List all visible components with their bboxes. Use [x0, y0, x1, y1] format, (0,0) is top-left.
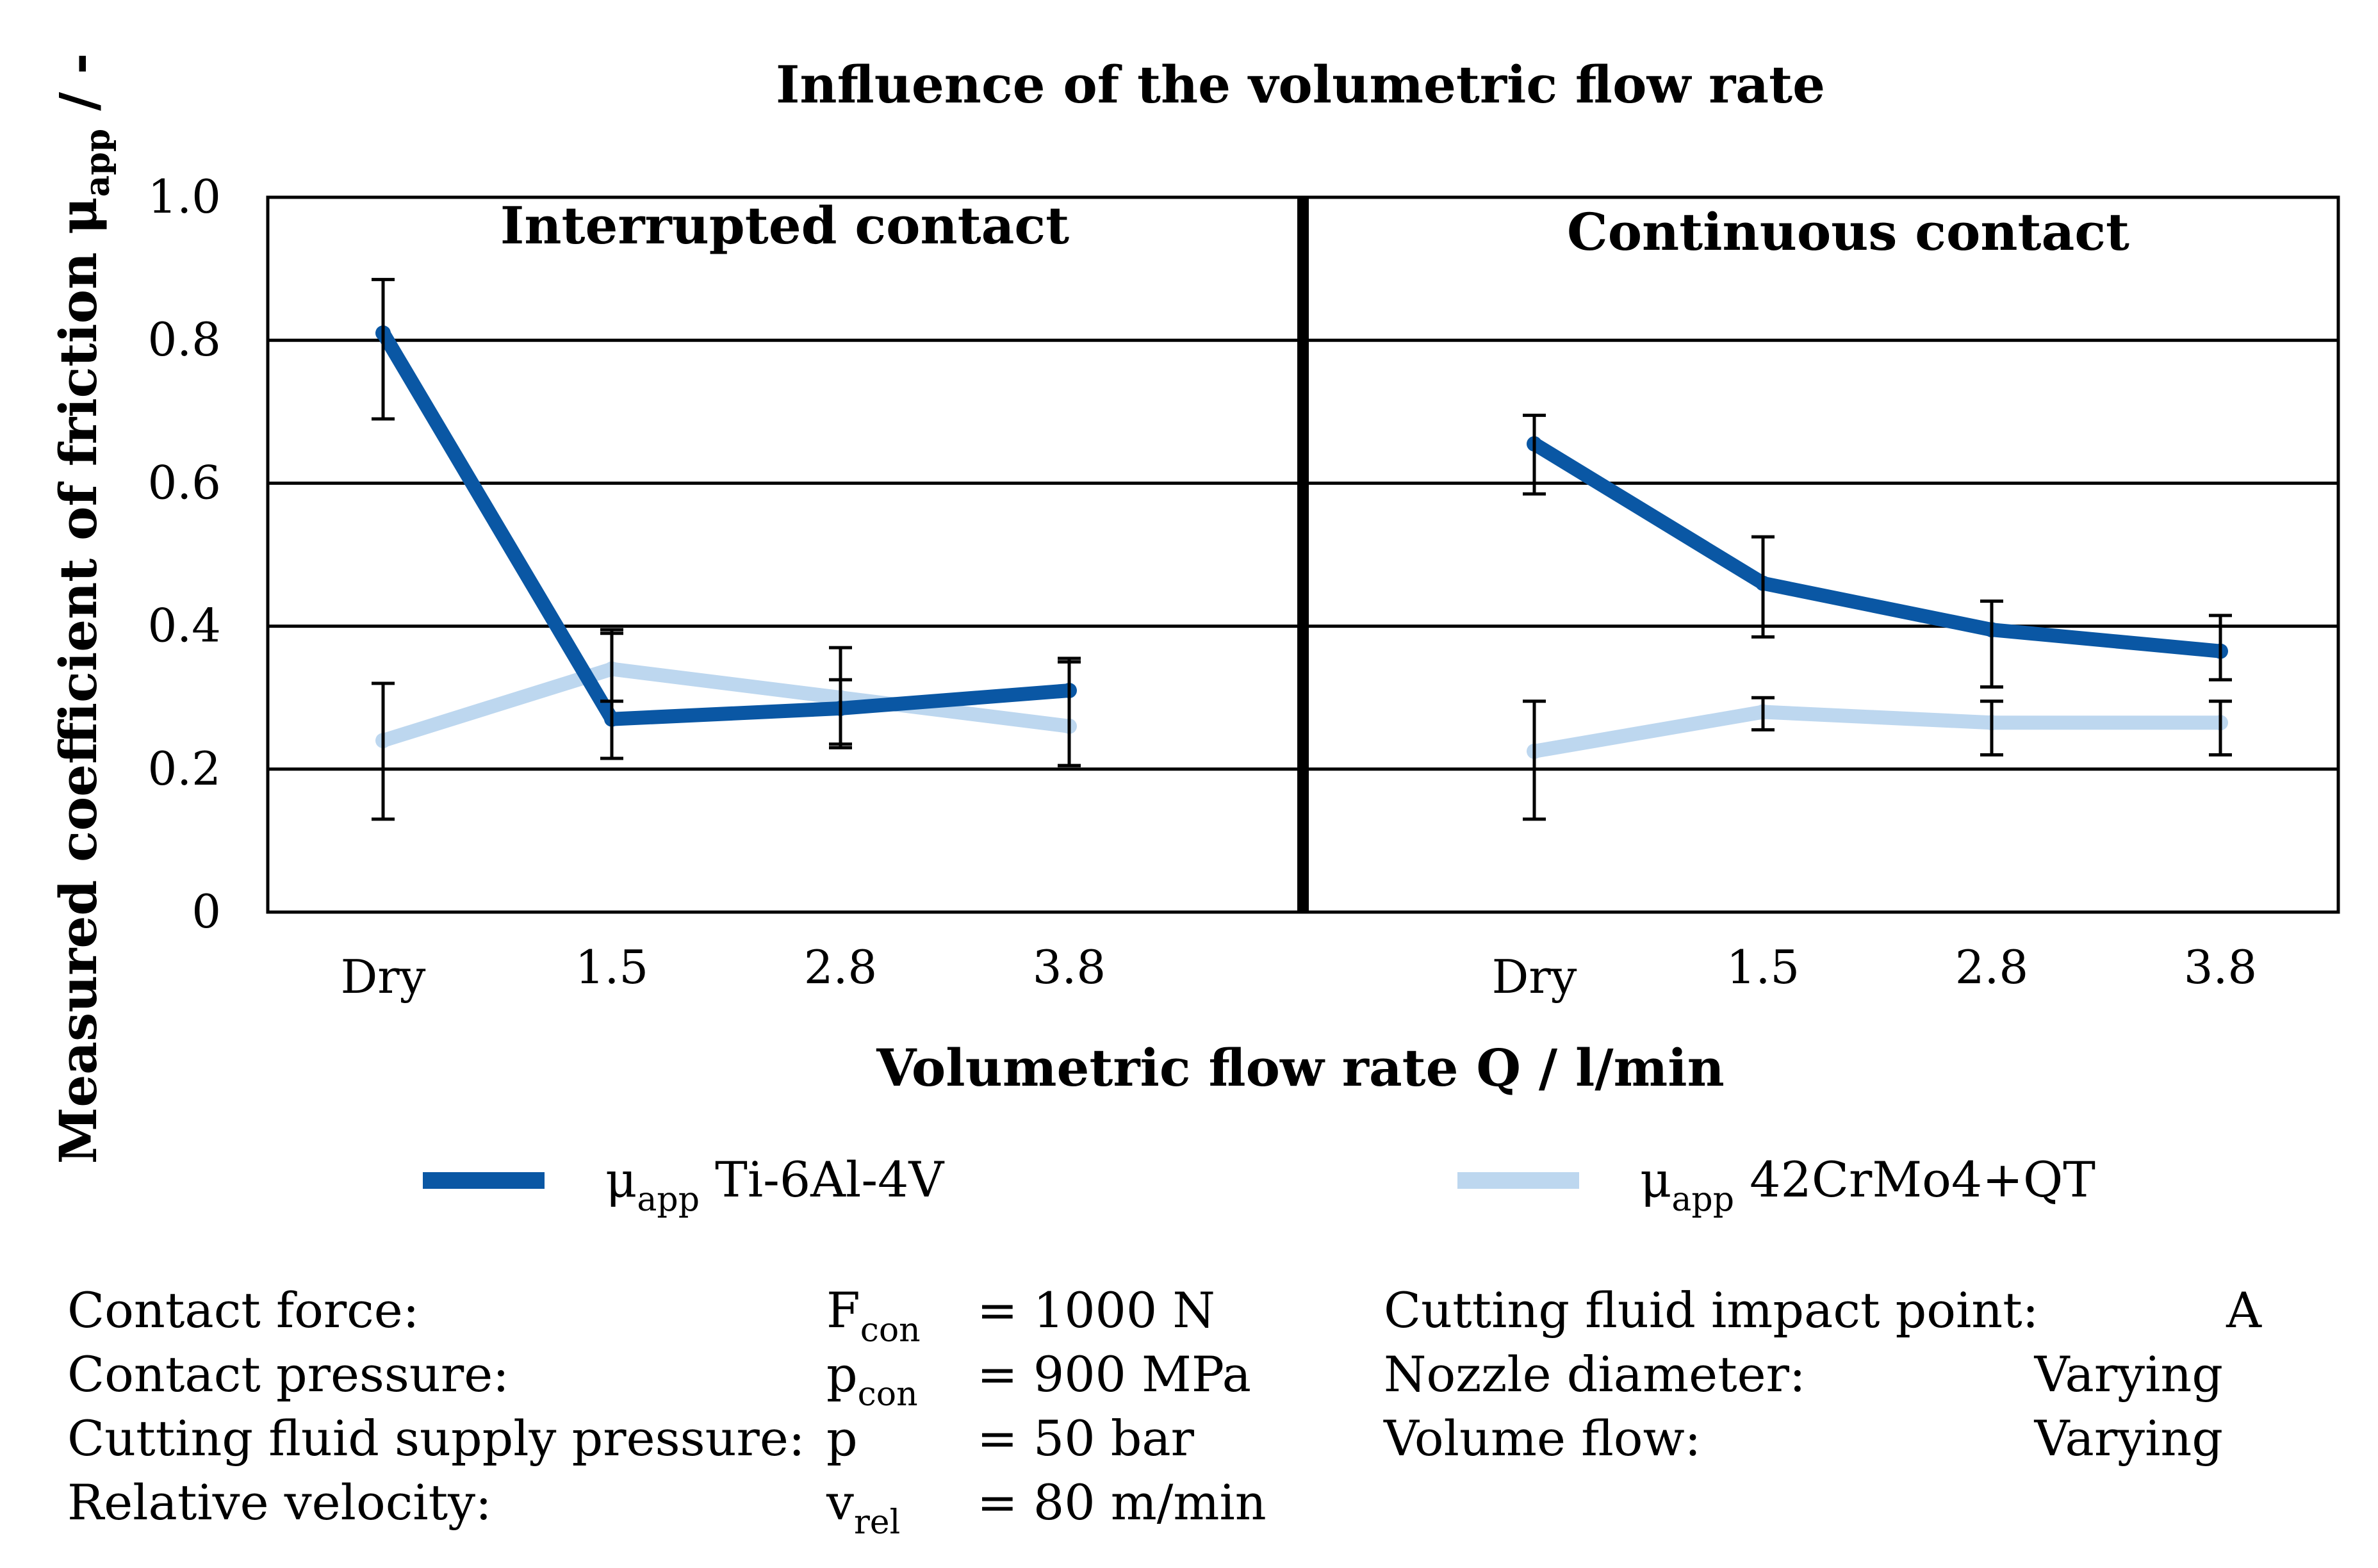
series-line	[376, 662, 1076, 748]
x-tick-label: 3.8	[2184, 940, 2258, 994]
param-label: Contact force:	[67, 1282, 419, 1339]
y-tick-label: 0.6	[147, 455, 221, 509]
panel-title-interrupted: Interrupted contact	[500, 195, 1069, 256]
parameters: Contact force: Fcon = 1000 N Contact pre…	[67, 1282, 2262, 1542]
param-symbol: Fcon	[826, 1282, 921, 1350]
x-tick-label: 1.5	[575, 940, 649, 994]
param-label: Nozzle diameter:	[1384, 1346, 1806, 1403]
legend-label-ti: μapp Ti-6Al-4V	[605, 1151, 944, 1219]
x-tick-label: 2.8	[1955, 940, 2029, 994]
y-tick-label: 0.8	[147, 313, 221, 366]
series-line	[376, 326, 1076, 726]
param-label: Contact pressure:	[67, 1346, 509, 1403]
series-line	[1527, 705, 2227, 758]
x-tick-labels: Dry 1.5 2.8 3.8 Dry 1.5 2.8 3.8	[341, 940, 2258, 1004]
legend-label-crmo: μapp 42CrMo4+QT	[1640, 1151, 2095, 1219]
param-symbol: p	[826, 1410, 858, 1467]
x-tick-label: 2.8	[804, 940, 878, 994]
param-symbol: vrel	[826, 1474, 900, 1542]
y-axis-label-suffix: / -	[48, 53, 108, 129]
y-axis-label-sub: app	[78, 129, 117, 197]
series-line	[1527, 437, 2227, 658]
y-tick-label: 0.2	[147, 742, 221, 796]
param-value: A	[2226, 1282, 2262, 1339]
y-tick-label: 0	[192, 885, 221, 938]
param-value: = 900 MPa	[977, 1346, 1251, 1403]
series-layer	[372, 277, 2232, 821]
param-label: Cutting fluid supply pressure:	[67, 1410, 805, 1467]
y-tick-label: 1.0	[147, 170, 221, 224]
y-axis-label: Measured coefficient of friction μapp / …	[48, 53, 117, 1164]
panel-title-continuous: Continuous contact	[1567, 202, 2129, 262]
y-axis-label-main: Measured coefficient of friction μ	[48, 197, 108, 1164]
x-tick-label: Dry	[341, 950, 426, 1004]
x-tick-label: 1.5	[1726, 940, 1800, 994]
param-value: Varying	[2034, 1346, 2223, 1403]
param-symbol: pcon	[826, 1346, 918, 1414]
x-axis-label: Volumetric flow rate Q / l/min	[876, 1038, 1725, 1098]
y-tick-labels: 0 0.2 0.4 0.6 0.8 1.0	[147, 170, 221, 938]
x-tick-label: Dry	[1492, 950, 1577, 1004]
param-value: = 50 bar	[977, 1410, 1195, 1467]
param-value: Varying	[2034, 1410, 2223, 1467]
param-value: = 1000 N	[977, 1282, 1215, 1339]
y-tick-label: 0.4	[147, 599, 221, 653]
chart-title: Influence of the volumetric flow rate	[776, 54, 1825, 115]
legend: μapp Ti-6Al-4V μapp 42CrMo4+QT	[423, 1151, 2095, 1219]
param-value: = 80 m/min	[977, 1474, 1267, 1531]
x-tick-label: 3.8	[1033, 940, 1106, 994]
param-label: Relative velocity:	[67, 1474, 492, 1531]
param-label: Volume flow:	[1383, 1410, 1701, 1467]
param-label: Cutting fluid impact point:	[1384, 1282, 2038, 1339]
